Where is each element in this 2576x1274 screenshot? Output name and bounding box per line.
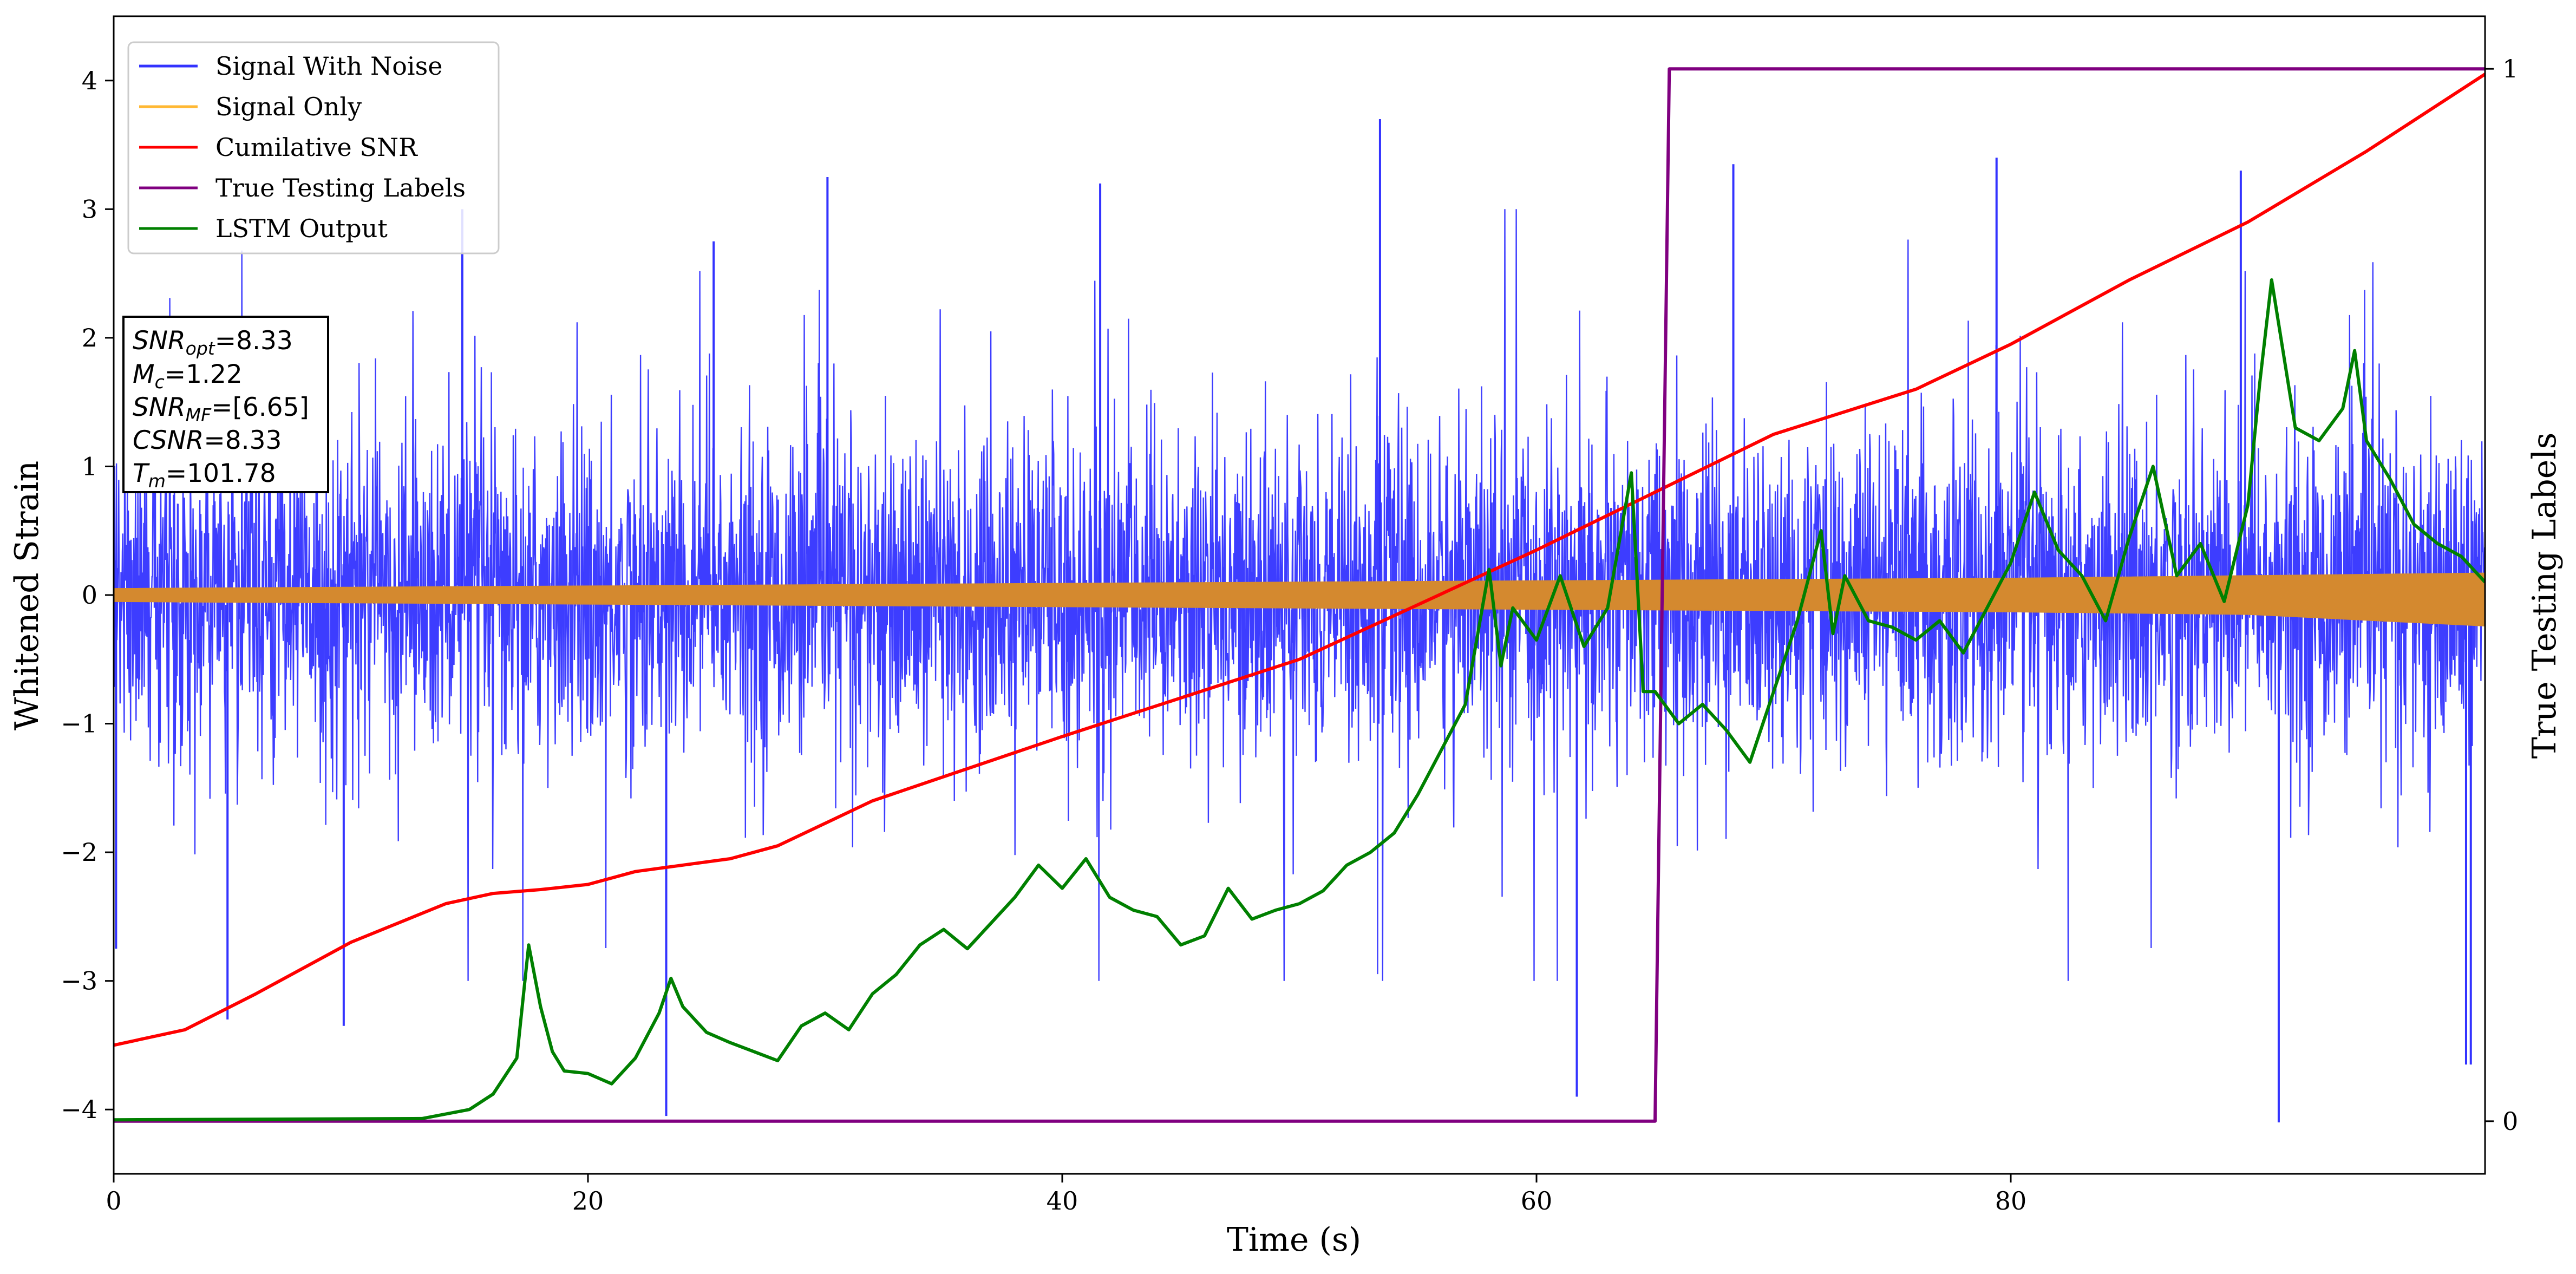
info-mc: Mc=1.22 [133,360,243,393]
info-tm: Tm=101.78 [133,459,276,492]
y-tick-label-7: 3 [82,194,97,224]
legend-label-cumilative-snr: Cumilative SNR [215,133,418,162]
y-tick-label-5: 1 [82,452,97,481]
signal-only-band [114,572,2485,627]
legend-frame [127,41,500,254]
signal-with-noise-series [114,119,2485,1122]
legend-item-signal-with-noise: Signal With Noise [139,51,442,81]
y2-axis: 01 [2485,54,2518,1136]
y-tick-label-6: 2 [82,323,97,352]
x-tick-label-1: 20 [572,1186,604,1216]
lstm-output-series [114,278,2485,1122]
cumulative-snr-line [114,73,2485,1047]
lstm-output-line [114,278,2485,1122]
legend-item-true-testing-labels: True Testing Labels [139,173,466,202]
legend-label-lstm-output: LSTM Output [215,214,388,243]
info-snr-opt: SNRopt=8.33 [133,326,293,359]
y-tick-label-4: 0 [82,580,97,610]
legend: Signal With Noise Signal Only Cumilative… [127,41,500,254]
cumulative-snr-series [114,73,2485,1047]
y2-tick-label-1: 1 [2502,54,2518,83]
legend-label-signal-with-noise: Signal With Noise [215,51,442,81]
legend-label-true-testing-labels: True Testing Labels [215,173,466,202]
x-tick-label-3: 60 [1521,1186,1553,1216]
y-axis: −4 −3 −2 −1 0 1 2 3 4 [61,66,114,1124]
signal-only-series [114,572,2485,627]
legend-item-cumilative-snr: Cumilative SNR [139,133,418,162]
plot-area [114,67,2485,1123]
true-testing-labels-series [114,67,2485,1123]
y-tick-label-2: −2 [61,838,97,867]
info-snr-mf: SNRMF=[6.65] [133,393,309,426]
x-tick-label-2: 40 [1047,1186,1078,1216]
info-box-frame [122,316,329,493]
x-axis: 0 20 40 60 80 [106,1174,2026,1216]
legend-item-lstm-output: LSTM Output [139,214,388,243]
x-tick-label-0: 0 [106,1186,121,1216]
y-tick-label-3: −1 [61,709,97,739]
y2-tick-label-0: 0 [2502,1107,2518,1136]
y-tick-label-1: −3 [61,966,97,996]
y2-axis-label: True Testing Labels [2526,433,2564,759]
legend-label-signal-only: Signal Only [215,92,362,121]
y-tick-label-0: −4 [61,1095,97,1124]
x-axis-label: Time (s) [1227,1221,1361,1259]
info-csnr: CSNR=8.33 [133,426,282,455]
y-axis-label: Whitened Strain [8,461,46,730]
x-tick-label-4: 80 [1995,1186,2027,1216]
legend-item-signal-only: Signal Only [139,92,362,121]
signal-with-noise-line [114,209,2485,981]
true-testing-labels-line [114,67,2485,1123]
info-box: SNRopt=8.33 Mc=1.22 SNRMF=[6.65] CSNR=8.… [122,316,329,493]
y-tick-label-8: 4 [82,66,97,95]
